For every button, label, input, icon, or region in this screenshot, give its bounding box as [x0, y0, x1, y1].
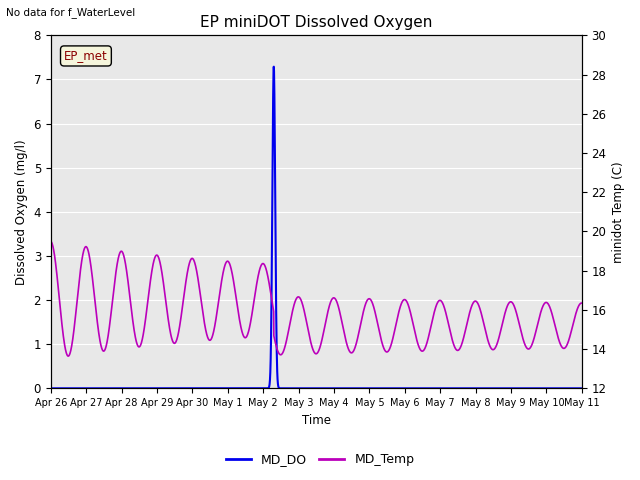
- Text: EP_met: EP_met: [64, 49, 108, 62]
- Text: No data for f_WaterLevel: No data for f_WaterLevel: [6, 7, 136, 18]
- Y-axis label: Dissolved Oxygen (mg/l): Dissolved Oxygen (mg/l): [15, 139, 28, 285]
- Legend: MD_DO, MD_Temp: MD_DO, MD_Temp: [221, 448, 419, 471]
- Title: EP miniDOT Dissolved Oxygen: EP miniDOT Dissolved Oxygen: [200, 15, 433, 30]
- X-axis label: Time: Time: [301, 414, 331, 427]
- Y-axis label: minidot Temp (C): minidot Temp (C): [612, 161, 625, 263]
